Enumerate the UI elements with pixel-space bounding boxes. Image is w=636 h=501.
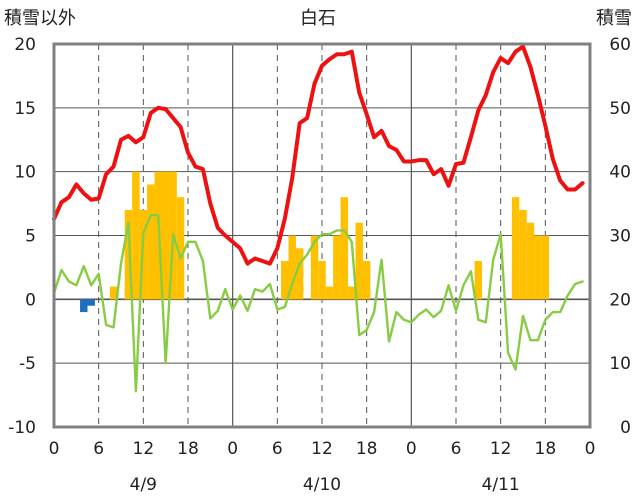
right-axis-label: 積雪 xyxy=(596,8,632,29)
precipitation-bar xyxy=(281,261,289,300)
right-tick-label: 30 xyxy=(609,227,631,247)
right-tick-label: 0 xyxy=(620,418,631,438)
plot-frame xyxy=(52,42,592,429)
x-tick-label: 18 xyxy=(356,439,378,459)
precipitation-bar xyxy=(132,171,140,300)
right-tick-labels: 60 50 40 30 20 10 0 xyxy=(609,35,631,438)
left-tick-label: 10 xyxy=(14,163,36,183)
left-tick-label: 5 xyxy=(25,227,36,247)
precipitation-bar xyxy=(362,261,371,300)
chart-title: 白石 xyxy=(300,8,336,29)
left-tick-labels: 20 15 10 5 0 -5 -10 xyxy=(8,35,36,438)
x-tick-label: 12 xyxy=(490,439,512,459)
snowfall-bar xyxy=(80,299,88,313)
x-tick-label: 6 xyxy=(272,439,283,459)
x-tick-labels: 0 6 12 18 0 6 12 18 0 6 12 18 0 xyxy=(49,439,596,459)
x-tick-label: 6 xyxy=(93,439,104,459)
precipitation-bar xyxy=(474,261,483,300)
right-tick-label: 10 xyxy=(609,354,631,374)
left-axis-label: 積雪以外 xyxy=(4,8,76,29)
precipitation-bar xyxy=(176,197,185,300)
left-tick-label: -10 xyxy=(8,418,36,438)
temperature-line xyxy=(52,44,585,266)
precipitation-bar xyxy=(541,235,550,300)
x-tick-label: 18 xyxy=(535,439,557,459)
x-tick-label: 6 xyxy=(451,439,462,459)
precipitation-bar xyxy=(310,235,319,300)
precipitation-bar xyxy=(519,209,527,300)
precipitation-bar xyxy=(318,261,326,300)
right-tick-label: 40 xyxy=(609,163,631,183)
precipitation-bar xyxy=(511,197,520,300)
precipitation-bar xyxy=(333,235,341,300)
snowfall-bar xyxy=(87,299,95,306)
right-tick-label: 50 xyxy=(609,99,631,119)
right-tick-label: 60 xyxy=(609,35,631,55)
left-tick-label: 0 xyxy=(25,290,36,310)
right-tick-label: 20 xyxy=(609,290,631,310)
precipitation-bar xyxy=(348,286,356,300)
precipitation-bar xyxy=(288,235,296,300)
x-tick-label: 0 xyxy=(585,439,596,459)
precipitation-bar xyxy=(124,209,133,300)
x-tick-label: 0 xyxy=(49,439,60,459)
day-label: 4/10 xyxy=(303,475,341,495)
left-tick-label: -5 xyxy=(19,354,36,374)
wind-line xyxy=(52,213,584,393)
precipitation-bar xyxy=(147,184,155,300)
precipitation-bar xyxy=(340,197,349,300)
x-tick-label: 12 xyxy=(133,439,155,459)
precipitation-bar xyxy=(325,286,334,300)
left-tick-label: 20 xyxy=(14,35,36,55)
left-tick-label: 15 xyxy=(14,99,36,119)
x-tick-label: 12 xyxy=(311,439,333,459)
plot-border xyxy=(52,42,592,429)
x-tick-label: 0 xyxy=(406,439,417,459)
precipitation-bar xyxy=(534,235,542,300)
x-tick-label: 18 xyxy=(177,439,199,459)
precipitation-bar xyxy=(161,171,170,300)
snowfall-bars xyxy=(80,299,95,313)
precipitation-bar xyxy=(109,286,118,300)
precipitation-bar xyxy=(526,222,535,300)
precipitation-bar xyxy=(295,248,304,300)
x-tick-label: 0 xyxy=(227,439,238,459)
precipitation-bar xyxy=(355,222,363,300)
day-labels: 4/9 4/10 4/11 xyxy=(130,475,520,495)
day-label: 4/9 xyxy=(130,475,157,495)
day-label: 4/11 xyxy=(482,475,520,495)
